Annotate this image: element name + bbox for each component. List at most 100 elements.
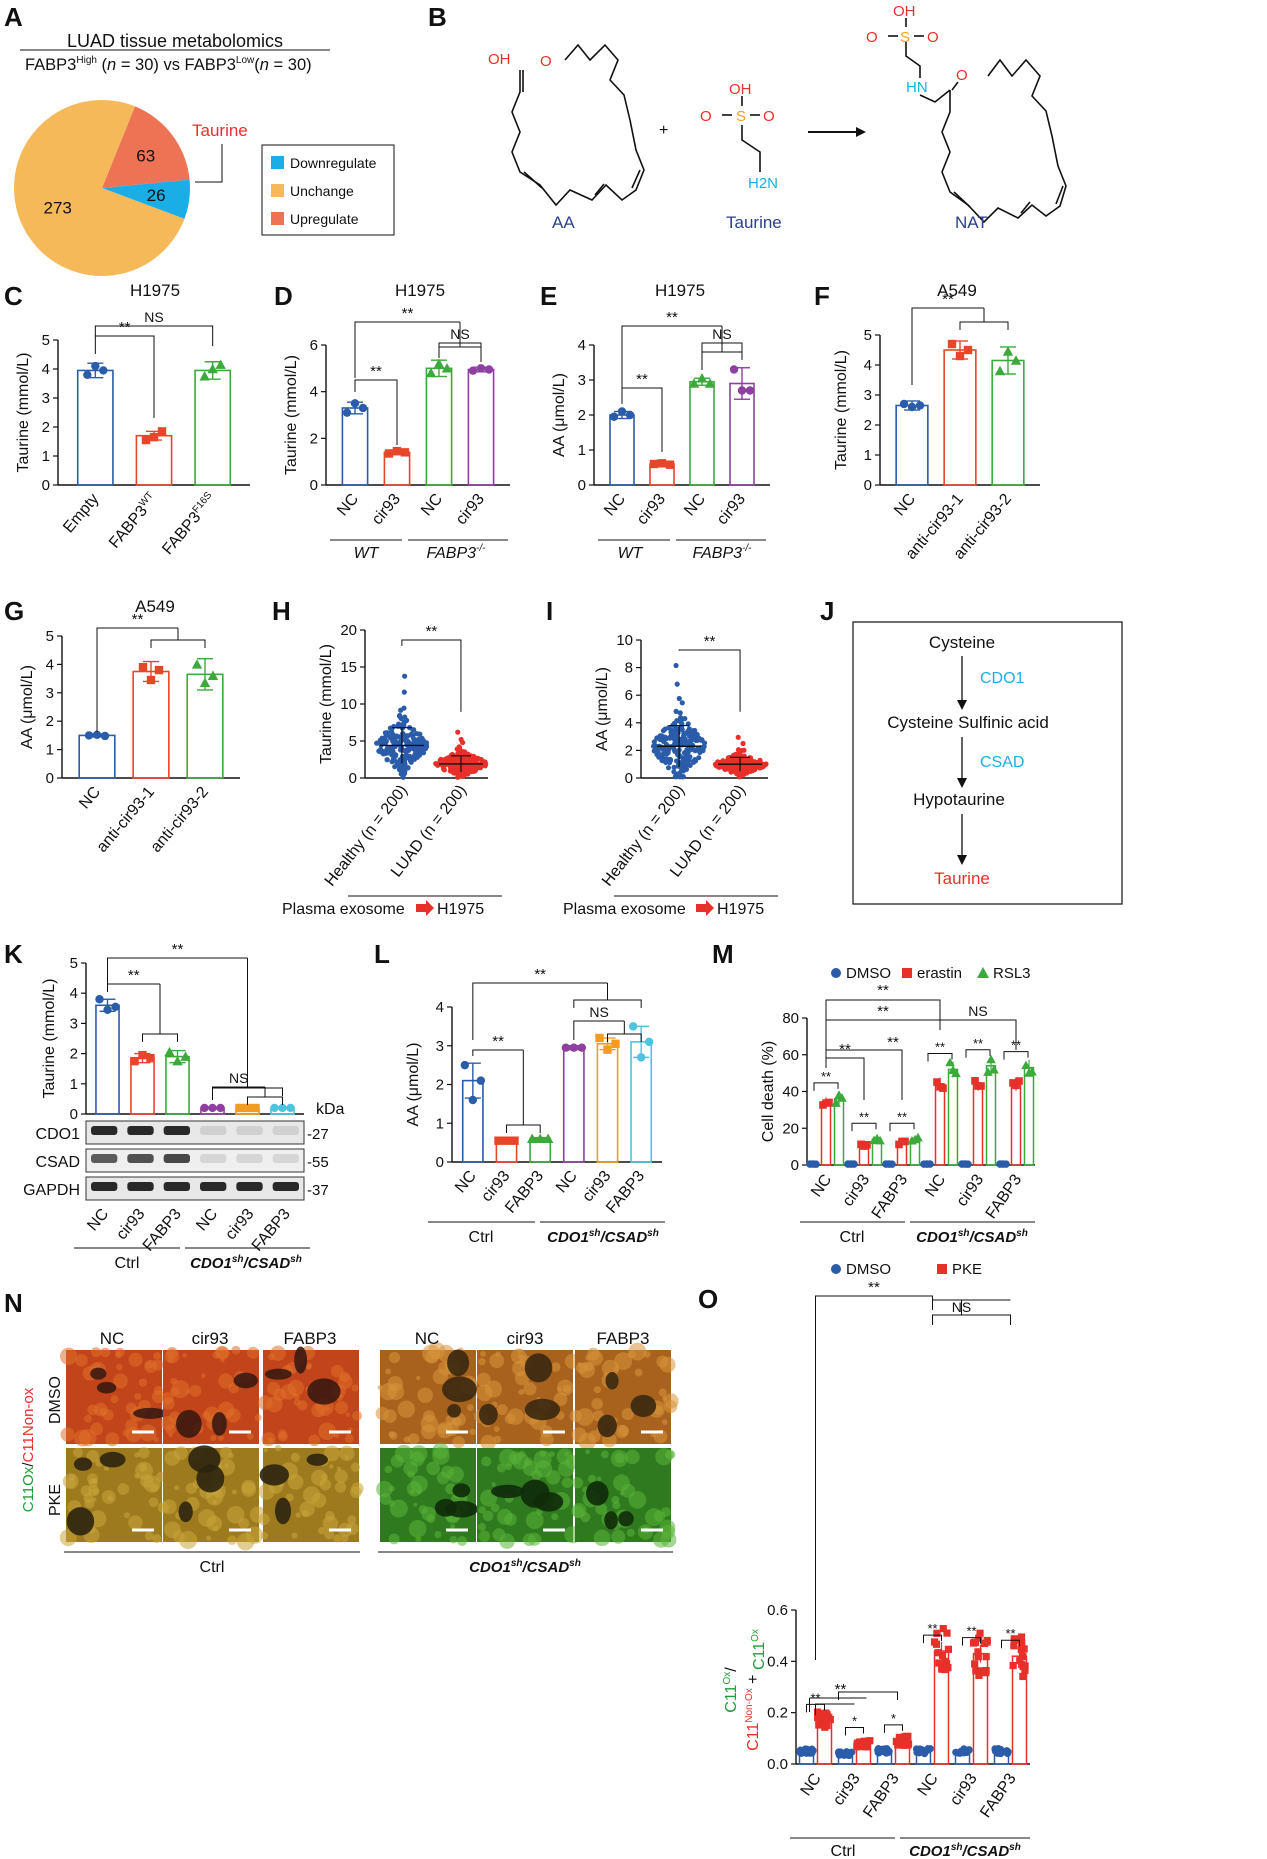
panel-e-group-wt: WT <box>618 545 644 562</box>
data-point <box>853 1741 861 1749</box>
micrograph-cell <box>421 1506 436 1522</box>
significance-label: ** <box>172 941 184 958</box>
significance-label: NS <box>952 1299 971 1315</box>
significance-bracket <box>438 346 482 355</box>
micrograph <box>160 1345 262 1444</box>
legend-swatch-upregulate <box>271 212 284 225</box>
bar <box>130 1057 155 1115</box>
panel-b: B OH O AA + OH O S O H2N Taurine <box>428 2 1067 232</box>
micrograph-cell <box>86 1449 100 1463</box>
panel-label-a: A <box>4 2 23 32</box>
micrograph-cell <box>557 1386 562 1392</box>
data-point <box>682 764 688 770</box>
panel-d-group-wt: WT <box>354 545 380 562</box>
micrograph-cell <box>333 1432 340 1439</box>
data-point <box>971 1077 979 1085</box>
data-point <box>644 1037 654 1047</box>
data-point <box>146 1053 155 1063</box>
data-point <box>975 1671 983 1679</box>
data-point <box>971 1638 979 1647</box>
micrograph-cell <box>469 1428 476 1436</box>
x-tick-label: NC <box>798 1771 825 1800</box>
data-point <box>243 1103 252 1113</box>
data-point <box>687 762 693 769</box>
data-point <box>392 735 399 741</box>
micrograph-cell <box>408 1433 420 1445</box>
micrograph-void <box>447 1404 461 1418</box>
y-tick-label: 5 <box>46 628 54 645</box>
bar <box>947 1068 959 1166</box>
nat-oh: OH <box>893 3 916 20</box>
data-point <box>384 757 390 763</box>
micrograph-cell <box>478 1506 486 1514</box>
micrograph-cell <box>571 1477 584 1489</box>
data-point <box>934 1649 942 1657</box>
panel-a-subtitle: FABP3High (n = 30) vs FABP3Low(n = 30) <box>25 55 312 74</box>
micrograph-cell <box>578 1361 596 1378</box>
micrograph-cell <box>634 1368 643 1377</box>
micrograph-cell <box>143 1475 161 1493</box>
x-tick-label: FABP3F16S <box>159 490 220 558</box>
micrograph-cell <box>350 1462 361 1472</box>
pathway-step-taurine: Taurine <box>934 869 990 888</box>
data-point <box>411 727 417 733</box>
data-point <box>649 459 659 469</box>
micrograph-cell <box>257 1395 273 1411</box>
data-point <box>1017 1633 1026 1641</box>
bar <box>1023 1066 1035 1166</box>
data-point <box>657 733 663 739</box>
arrow-down-icon <box>957 778 967 788</box>
micrograph-cell <box>295 1512 301 1518</box>
significance-label: ** <box>927 1621 937 1636</box>
data-point <box>603 1045 612 1054</box>
data-point <box>983 1067 993 1076</box>
data-point <box>447 754 454 760</box>
y-tick-label: 2 <box>436 1077 444 1094</box>
nat-o: O <box>956 67 968 84</box>
micrograph-cell <box>385 1368 392 1375</box>
data-point <box>933 1629 941 1637</box>
data-point <box>933 1078 941 1086</box>
x-tick-label: NC <box>193 1206 221 1235</box>
data-point <box>740 740 746 747</box>
kda-37: -37 <box>307 1182 329 1199</box>
legend-marker <box>977 967 989 978</box>
panel-m-groups: Ctrl CDO1sh/CSADsh <box>800 1221 1035 1246</box>
data-point <box>1010 1642 1018 1650</box>
micrograph-void <box>524 1398 561 1421</box>
data-point <box>164 1046 175 1057</box>
nat-name: NAT <box>955 213 988 232</box>
micrograph-cell <box>280 1384 297 1400</box>
blot-band <box>163 1154 190 1163</box>
micrograph-cell <box>610 1450 628 1468</box>
micrograph-void <box>73 1457 93 1471</box>
panel-d-group-ko: FABP3-/- <box>427 543 487 562</box>
data-point <box>208 1103 217 1113</box>
significance-bracket <box>621 325 722 398</box>
data-point <box>1010 1635 1018 1643</box>
x-tick-label: NC <box>915 1771 942 1800</box>
significance-bracket <box>142 1033 178 1042</box>
micrograph-cell <box>125 1402 138 1414</box>
micrograph-cell <box>478 1530 491 1543</box>
micrograph-cell <box>601 1359 620 1378</box>
y-tick-label: 20 <box>782 1120 799 1137</box>
micrograph-cell <box>384 1465 393 1474</box>
bar <box>820 1101 832 1166</box>
bar <box>135 434 173 486</box>
micrograph <box>59 1447 167 1547</box>
micrograph-cell <box>659 1356 676 1373</box>
micrograph-cell <box>84 1414 92 1423</box>
data-point <box>398 707 404 713</box>
micrograph-void <box>275 1497 291 1525</box>
micrograph-cell <box>593 1529 611 1547</box>
y-axis-label: C11Non-Ox + C11Ox <box>744 1629 768 1751</box>
data-point <box>681 733 687 739</box>
micrograph-cell <box>260 1532 269 1540</box>
micrograph-cell <box>241 1482 257 1497</box>
micrograph <box>569 1342 679 1451</box>
micrograph-cell <box>496 1463 506 1473</box>
taurine-s: S <box>736 108 746 125</box>
